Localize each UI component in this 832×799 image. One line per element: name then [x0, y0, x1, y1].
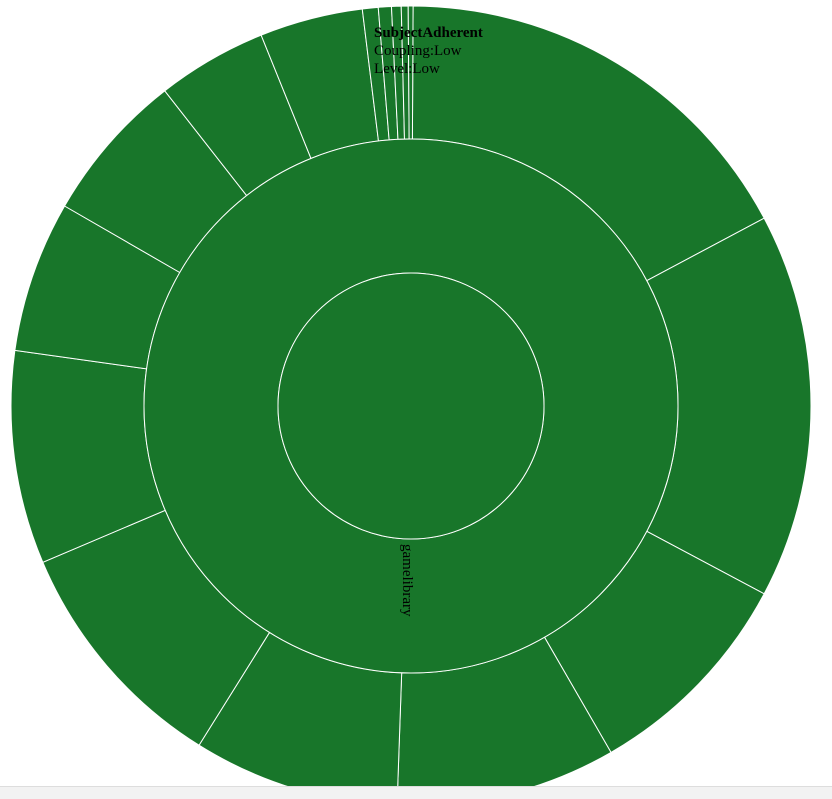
scrollbar-track[interactable] — [0, 786, 832, 799]
tooltip: SubjectAdherent Coupling:Low Level:Low — [374, 25, 483, 77]
tooltip-coupling: Coupling:Low — [374, 43, 462, 59]
center-node[interactable] — [277, 272, 545, 540]
outer-ring — [10, 5, 812, 798]
center-label: gamelibrary — [399, 544, 415, 617]
tooltip-level: Level:Low — [374, 61, 440, 77]
center-ring — [277, 272, 545, 540]
tooltip-title: SubjectAdherent — [374, 25, 483, 41]
